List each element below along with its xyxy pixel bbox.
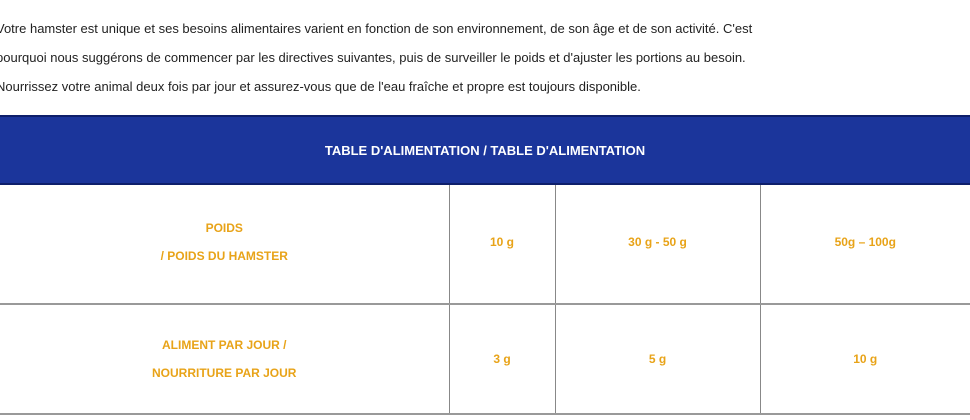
table-cell: 5 g — [554, 304, 760, 415]
row-label: ALIMENT PAR JOUR / NOURRITURE PAR JOUR — [0, 304, 449, 415]
table-row-weight: POIDS / POIDS DU HAMSTER 10 g 30 g - 50 g… — [0, 185, 970, 305]
table-cell: 3 g — [448, 304, 555, 415]
intro-line: pourquoi nous suggérons de commencer par… — [0, 50, 746, 65]
label-line: ALIMENT PAR JOUR / — [162, 338, 287, 352]
intro-text: Votre hamster est unique et ses besoins … — [0, 14, 970, 101]
table-cell: 10 g — [448, 185, 555, 305]
intro-line: Votre hamster est unique et ses besoins … — [0, 21, 753, 36]
row-label: POIDS / POIDS DU HAMSTER — [0, 185, 449, 305]
label-line: / POIDS DU HAMSTER — [160, 249, 288, 263]
label-line: NOURRITURE PAR JOUR — [152, 366, 297, 380]
table-row-food: ALIMENT PAR JOUR / NOURRITURE PAR JOUR 3 … — [0, 304, 970, 415]
table-cell: 10 g — [759, 304, 970, 415]
feeding-table: POIDS / POIDS DU HAMSTER 10 g 30 g - 50 g… — [0, 185, 970, 415]
table-cell: 50g – 100g — [759, 185, 970, 305]
table-title: TABLE D'ALIMENTATION / TABLE D'ALIMENTAT… — [324, 142, 646, 158]
label-line: POIDS — [205, 221, 243, 235]
intro-line: Nourrissez votre animal deux fois par jo… — [0, 79, 641, 94]
table-cell: 30 g - 50 g — [554, 185, 760, 305]
table-title-bar: TABLE D'ALIMENTATION / TABLE D'ALIMENTAT… — [0, 115, 970, 185]
